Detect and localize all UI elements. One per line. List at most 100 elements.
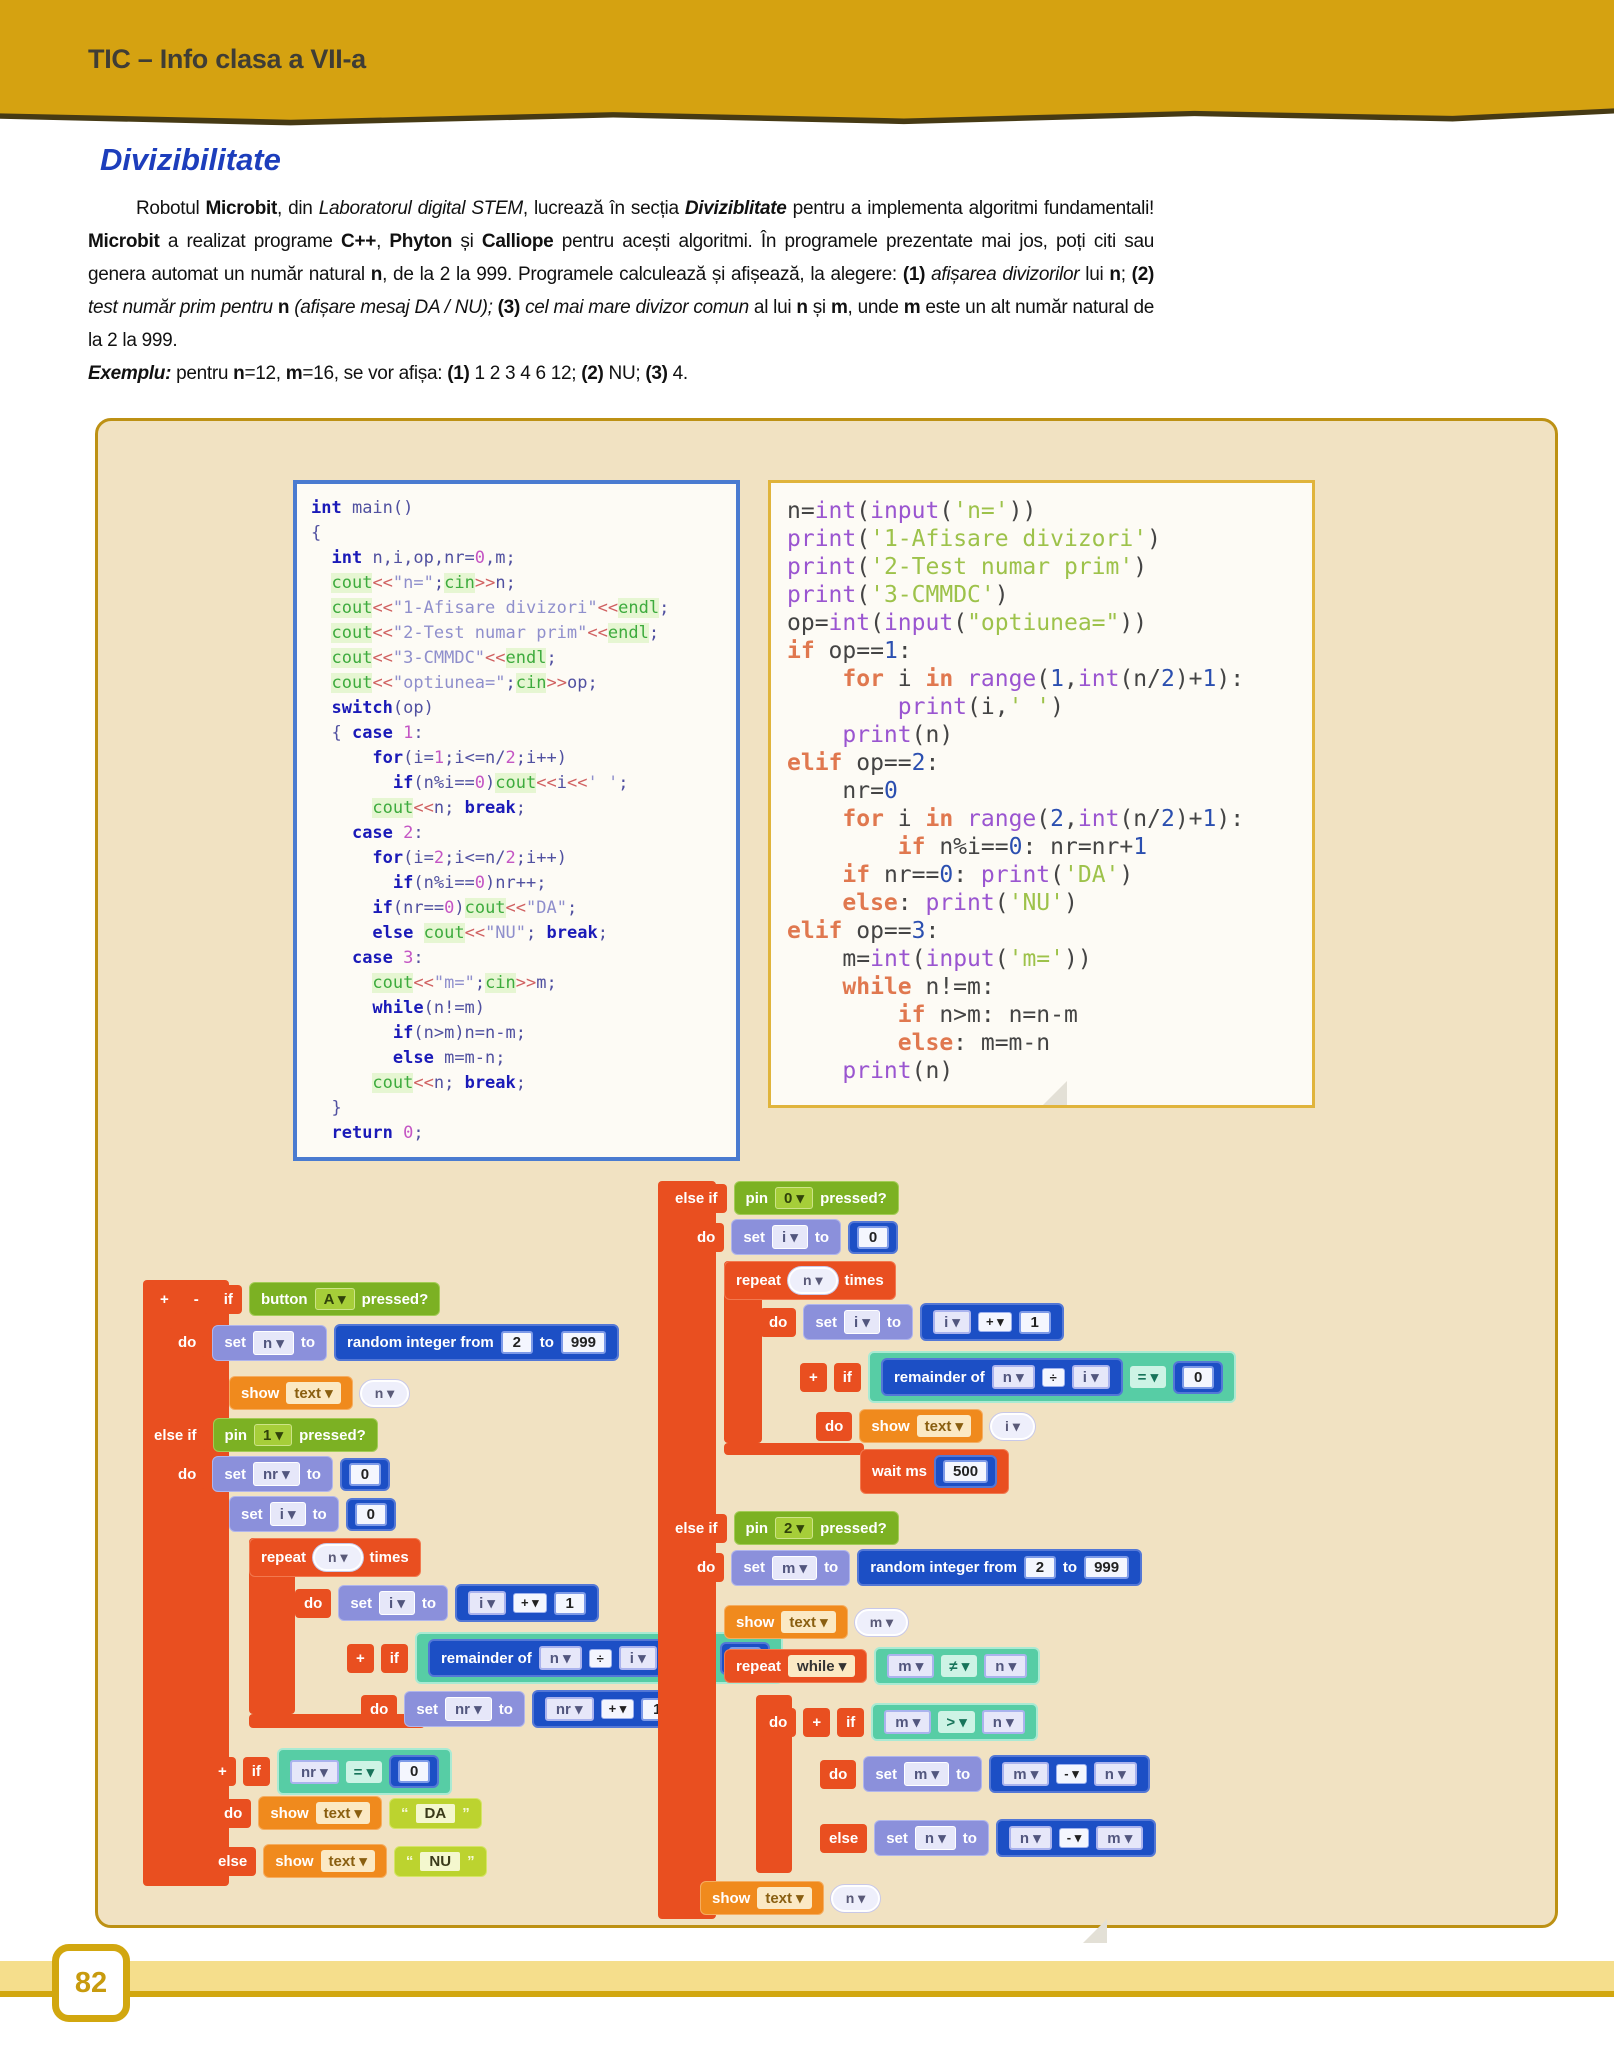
page-number-badge: 82 xyxy=(52,1944,130,2022)
block-part: text ▾ xyxy=(757,1887,812,1909)
block-part: to xyxy=(824,1559,839,1576)
block-part: remainder of xyxy=(440,1649,532,1667)
block-part: i ▾ xyxy=(990,1412,1035,1440)
intro-paragraph: Robotul Microbit, din Laboratorul digita… xyxy=(88,198,1155,351)
block-row: wait ms 500 xyxy=(860,1449,1010,1494)
block-part: “ xyxy=(405,1852,414,1870)
block-part: text ▾ xyxy=(286,1382,341,1404)
block-part: if xyxy=(833,1362,861,1392)
block-part: pin 0 ▾ pressed? xyxy=(733,1181,899,1215)
block-part: i ▾ xyxy=(468,1591,506,1615)
block-part: nr ▾ xyxy=(253,1462,300,1486)
block-part: n ▾ xyxy=(830,1884,881,1912)
block-row: set i ▾ to 0 xyxy=(229,1496,396,1532)
block-part: + ▾ xyxy=(600,1699,635,1719)
block-part: do xyxy=(820,1759,857,1789)
block-part: + xyxy=(209,1757,236,1786)
block-part: m ▾ xyxy=(854,1608,909,1636)
block-part: 0 xyxy=(857,1225,890,1249)
block-part: do xyxy=(215,1798,252,1828)
block-part: i ▾ xyxy=(933,1310,971,1334)
block-part: i ▾ + ▾ 1 xyxy=(920,1303,1064,1341)
block-part: nr ▾ = ▾ 0 xyxy=(276,1748,453,1795)
block-row: repeat n ▾ times xyxy=(724,1261,896,1300)
block-part: 1 xyxy=(1018,1310,1051,1334)
block-part: pin xyxy=(745,1189,769,1207)
block-part: 500 xyxy=(934,1455,998,1488)
block-part: 999 xyxy=(560,1331,606,1354)
block-row: else show text ▾ “ NU ” xyxy=(209,1844,487,1878)
header-gold-band xyxy=(0,0,1614,120)
block-part: else if xyxy=(666,1183,727,1213)
block-part: pressed? xyxy=(361,1290,429,1308)
block-part: + xyxy=(800,1362,827,1392)
block-part: do xyxy=(688,1553,725,1582)
block-part: set xyxy=(743,1559,766,1576)
block-part: repeat n ▾ times xyxy=(724,1261,896,1300)
block-part: do xyxy=(816,1411,853,1441)
block-part: n ▾ xyxy=(313,1544,363,1571)
block-part: set xyxy=(224,1465,247,1483)
block-part: times xyxy=(844,1272,884,1289)
block-part: do xyxy=(361,1694,398,1724)
block-row: do show text ▾ i ▾ xyxy=(816,1409,1035,1443)
block-part: button xyxy=(260,1290,308,1308)
block-part: i ▾ xyxy=(269,1502,306,1526)
block-part: do xyxy=(760,1307,797,1337)
header-band: TIC – Info clasa a VII-a xyxy=(0,0,1614,132)
block-part: to xyxy=(421,1594,437,1612)
block-row: do set i ▾ to i ▾ + ▾ 1 xyxy=(760,1303,1064,1341)
block-part: remainder ofn ▾÷i ▾= ▾0 xyxy=(414,1632,784,1684)
block-part: m ▾ xyxy=(904,1762,950,1786)
block-part: set i ▾ to xyxy=(338,1585,449,1621)
block-part: show text ▾ xyxy=(258,1796,383,1830)
block-part: 0 xyxy=(848,1220,899,1254)
block-part: do xyxy=(688,1222,725,1252)
block-part: if xyxy=(214,1284,242,1314)
block-row: + - if button A ▾ pressed? xyxy=(151,1282,441,1316)
block-part: - ▾ xyxy=(1056,1764,1087,1784)
block-part: - xyxy=(184,1284,208,1314)
block-part: show text ▾ xyxy=(724,1605,848,1639)
block-part: ≠ ▾ xyxy=(941,1655,978,1677)
content-panel: int main(){ int n,i,op,nr=0,m; cout<<"n=… xyxy=(95,418,1558,1943)
block-part: repeat n ▾ times xyxy=(249,1538,421,1577)
block-part: m ▾ - ▾ n ▾ xyxy=(989,1755,1150,1793)
block-part: to xyxy=(306,1465,321,1483)
block-part: to xyxy=(886,1313,902,1331)
block-part: pressed? xyxy=(820,1519,887,1537)
block-part: repeat xyxy=(736,1657,782,1675)
block-row: do set m ▾ to random integer from 2 to 999 xyxy=(688,1549,1143,1586)
block-part: 999 xyxy=(1084,1556,1130,1579)
block-part: random integer from 2 to 999 xyxy=(334,1324,619,1361)
block-part: set xyxy=(224,1334,247,1351)
block-part: pin 2 ▾ pressed? xyxy=(733,1511,899,1545)
block-row: + if nr ▾ = ▾ 0 xyxy=(209,1748,453,1795)
block-part: set xyxy=(886,1829,908,1847)
block-part: = ▾ xyxy=(345,1760,383,1783)
block-part: else xyxy=(209,1846,257,1876)
block-part: m ▾ xyxy=(1002,1762,1050,1786)
block-part: m ▾ > ▾ n ▾ xyxy=(871,1703,1038,1741)
block-part: repeat xyxy=(261,1549,307,1566)
block-part: repeat while ▾ xyxy=(724,1649,868,1683)
block-part: ” xyxy=(467,1852,475,1870)
block-part: + ▾ xyxy=(512,1593,547,1613)
block-part: random integer from xyxy=(870,1559,1017,1576)
block-part: show xyxy=(270,1804,309,1822)
resize-handle-icon xyxy=(1043,1081,1067,1105)
block-part: pressed? xyxy=(820,1189,887,1207)
block-part: 1 xyxy=(553,1591,586,1615)
block-part: m ▾ xyxy=(772,1555,818,1580)
block-part: - ▾ xyxy=(1058,1828,1090,1848)
block-part: i ▾ + ▾ 1 xyxy=(455,1584,599,1622)
block-part: 2 xyxy=(500,1331,533,1354)
block-part: + xyxy=(347,1643,374,1673)
block-part: set xyxy=(815,1313,838,1331)
block-part: to xyxy=(962,1829,977,1847)
block-part: i ▾ xyxy=(772,1225,808,1249)
block-part: set xyxy=(743,1228,766,1246)
